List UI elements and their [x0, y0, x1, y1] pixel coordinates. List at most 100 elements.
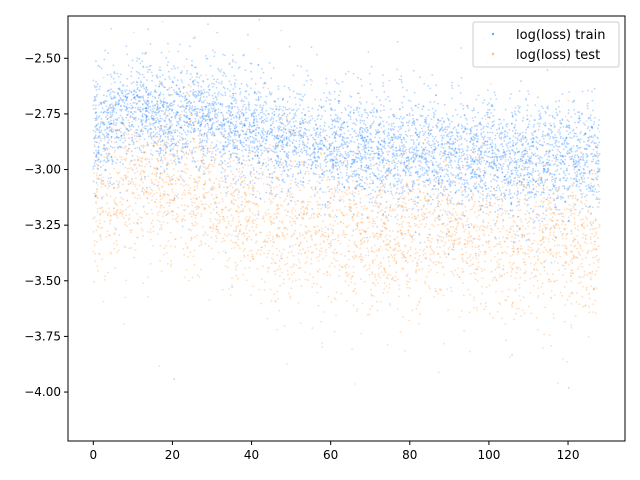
test-point — [306, 256, 308, 259]
test-point — [511, 305, 514, 308]
test-point — [183, 163, 186, 166]
train-point — [592, 158, 595, 161]
test-point — [505, 252, 508, 255]
test-point — [327, 236, 330, 238]
test-point — [256, 267, 259, 270]
test-point — [375, 204, 377, 207]
test-point — [453, 239, 456, 242]
test-point — [209, 117, 212, 120]
test-point — [312, 276, 315, 279]
test-point — [207, 165, 210, 168]
train-point — [494, 94, 497, 96]
train-point — [548, 159, 551, 162]
test-point — [435, 263, 438, 266]
test-point — [309, 273, 311, 275]
test-point — [360, 232, 362, 235]
test-point — [276, 236, 278, 239]
test-point — [224, 174, 227, 177]
train-point — [252, 129, 254, 132]
test-point — [503, 250, 506, 253]
train-point — [189, 78, 192, 81]
test-point — [169, 180, 171, 183]
train-point — [173, 159, 176, 162]
test-point — [320, 214, 322, 217]
train-point — [338, 188, 341, 191]
train-point — [278, 127, 280, 130]
test-point — [482, 169, 485, 172]
test-point — [276, 290, 279, 293]
test-point — [295, 151, 298, 154]
test-point — [239, 223, 242, 226]
train-point — [482, 190, 484, 193]
test-point — [489, 83, 492, 86]
test-point — [176, 152, 178, 155]
test-point — [330, 240, 332, 243]
train-point — [147, 93, 150, 95]
test-point — [449, 216, 452, 219]
test-point — [470, 264, 473, 266]
test-point — [564, 228, 567, 230]
train-point — [530, 155, 533, 158]
test-point — [305, 232, 308, 235]
test-point — [278, 226, 281, 229]
train-point — [578, 179, 581, 181]
train-point — [534, 155, 537, 158]
train-point — [275, 151, 278, 154]
test-point — [248, 199, 251, 202]
test-point — [135, 140, 138, 143]
test-point — [148, 193, 151, 196]
test-point — [131, 191, 134, 194]
train-point — [340, 171, 342, 174]
test-point — [559, 291, 562, 294]
test-point — [233, 190, 236, 193]
test-point — [458, 182, 460, 185]
test-point — [359, 255, 362, 258]
test-point — [351, 215, 354, 218]
test-point — [465, 168, 468, 171]
test-point — [124, 208, 127, 211]
train-point — [328, 91, 331, 94]
test-point — [300, 253, 303, 255]
test-point — [165, 144, 168, 147]
test-point — [499, 243, 502, 246]
test-point — [371, 210, 374, 213]
test-point — [581, 225, 584, 227]
test-point — [231, 284, 233, 287]
test-point — [376, 202, 379, 204]
test-point — [189, 151, 192, 153]
test-point — [92, 231, 95, 233]
test-point — [156, 212, 159, 214]
test-point — [492, 276, 495, 279]
test-point — [543, 260, 545, 263]
test-point — [275, 185, 278, 188]
test-point — [345, 300, 348, 302]
test-point — [578, 303, 581, 306]
train-point — [588, 173, 591, 175]
test-point — [580, 223, 583, 226]
test-point — [402, 237, 405, 240]
test-point — [480, 208, 482, 211]
test-point — [516, 187, 519, 189]
test-point — [384, 222, 386, 225]
test-point — [243, 256, 246, 258]
test-point — [271, 222, 274, 225]
test-point — [595, 247, 597, 250]
train-point — [138, 135, 140, 138]
train-point — [498, 135, 500, 137]
train-point — [105, 105, 108, 108]
test-point — [131, 120, 134, 123]
test-point — [401, 233, 403, 236]
test-point — [439, 218, 442, 221]
test-point — [180, 113, 182, 116]
test-point — [440, 183, 443, 186]
test-point — [464, 246, 467, 249]
test-point — [436, 241, 439, 244]
train-point — [128, 137, 131, 140]
test-point — [334, 238, 337, 241]
test-point — [588, 272, 590, 275]
train-point — [319, 134, 322, 137]
test-point — [221, 208, 224, 211]
test-point — [390, 254, 393, 256]
train-point — [437, 202, 439, 205]
test-point — [427, 199, 429, 201]
